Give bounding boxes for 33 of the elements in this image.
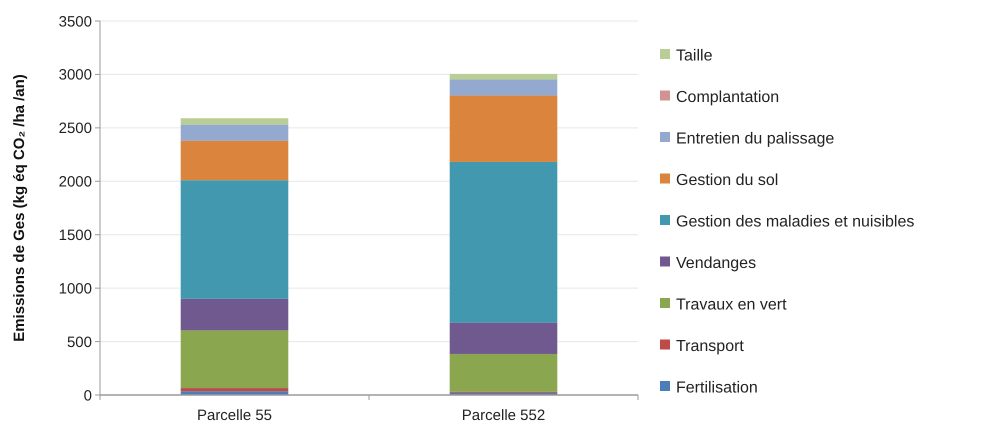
y-tick-label: 2000: [58, 174, 92, 191]
bar: [180, 330, 288, 388]
bar: [180, 388, 288, 392]
bar: [450, 74, 558, 80]
bar: [180, 180, 288, 299]
legend-label: Transport: [676, 338, 744, 356]
y-tick-label: 2500: [58, 120, 92, 138]
bar: [180, 124, 288, 141]
legend-label: Complantation: [676, 89, 780, 106]
legend-label: Travaux en vert: [676, 296, 788, 314]
legend-label: Gestion des maladies et nuisibles: [676, 214, 914, 231]
bar: [180, 140, 288, 180]
bar: [450, 162, 558, 323]
y-tick-label: 0: [84, 387, 92, 404]
legend-label: Fertilisation: [676, 380, 758, 397]
x-tick-label: Parcelle 55: [196, 407, 272, 424]
y-axis-title: Emissions de Ges (kg éq CO₂ /ha /an): [11, 74, 28, 342]
legend-label: Entretien du palissage: [676, 130, 834, 148]
y-tick-label: 3000: [58, 66, 92, 84]
legend-label: Gestion du sol: [676, 172, 778, 190]
bar: [180, 118, 288, 125]
y-tick-label: 1000: [58, 280, 92, 298]
legend-label: Taille: [676, 48, 713, 65]
bar: [450, 96, 558, 162]
bar: [450, 80, 558, 96]
y-tick-label: 500: [66, 334, 92, 351]
bar: [180, 298, 288, 330]
legend-label: Vendanges: [676, 255, 756, 272]
y-tick-label: 3500: [58, 13, 92, 30]
y-tick-label: 1500: [58, 226, 92, 244]
bar: [450, 354, 558, 392]
bar: [450, 322, 558, 354]
x-tick-label: Parcelle 552: [462, 407, 546, 424]
